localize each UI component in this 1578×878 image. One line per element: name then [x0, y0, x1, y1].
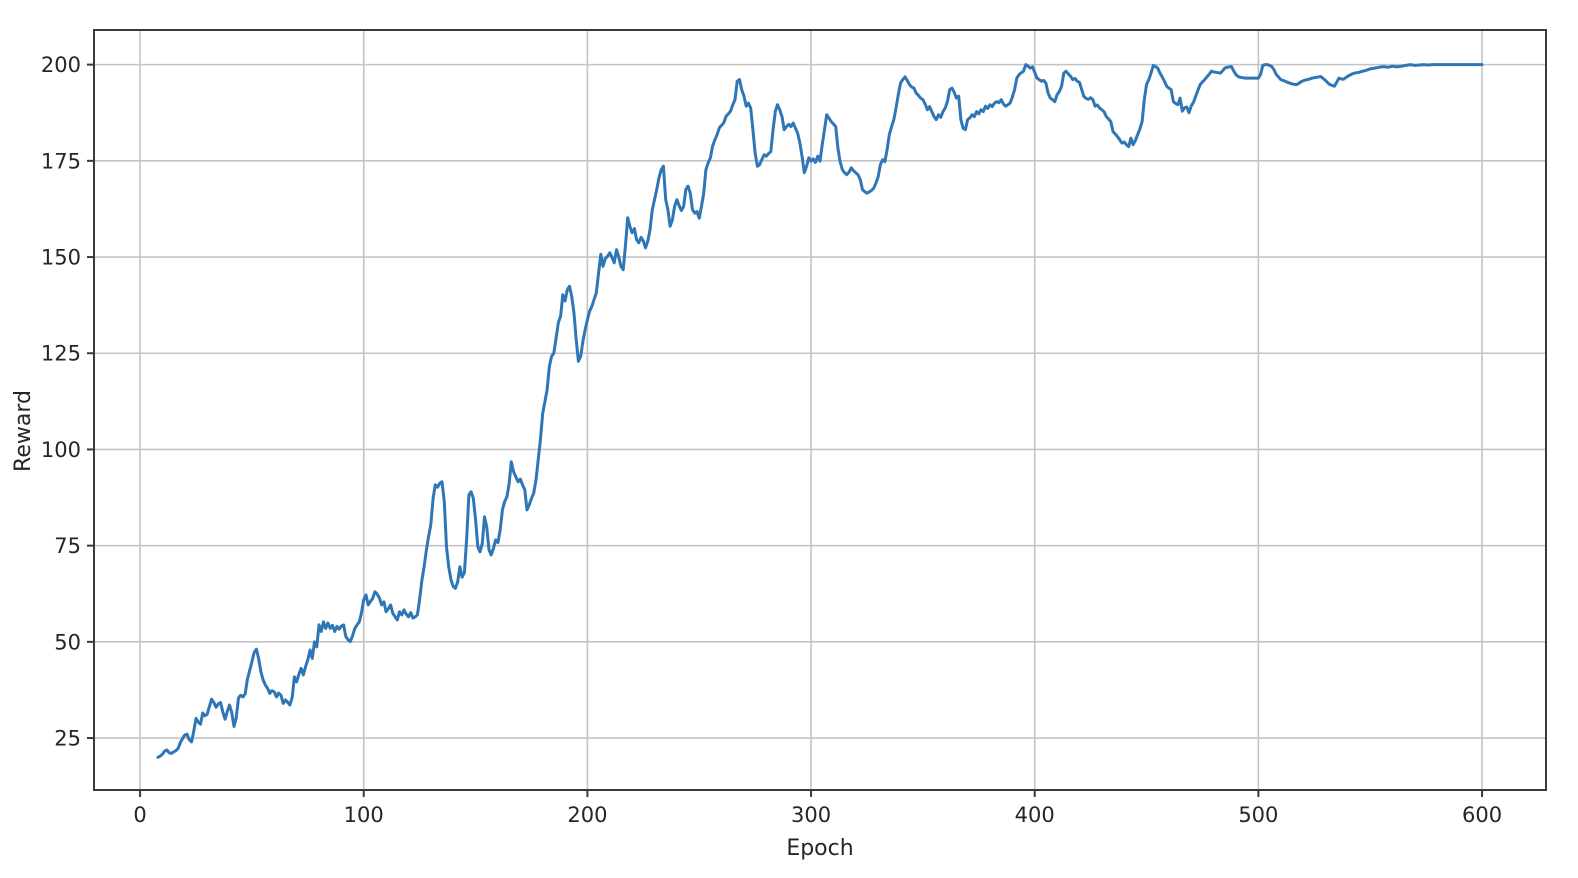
x-tick-label: 600	[1462, 803, 1502, 827]
y-tick-label: 50	[54, 630, 81, 654]
x-tick-label: 100	[344, 803, 384, 827]
x-tick-label: 300	[791, 803, 831, 827]
y-tick-label: 150	[41, 246, 81, 270]
reward-curve	[156, 63, 1484, 759]
x-tick-label: 400	[1015, 803, 1055, 827]
y-tick-label: 175	[41, 149, 81, 173]
x-tick-label: 0	[133, 803, 146, 827]
y-tick-label: 125	[41, 342, 81, 366]
plot-area	[94, 30, 1546, 790]
y-tick-label: 100	[41, 438, 81, 462]
x-tick-label: 500	[1238, 803, 1278, 827]
x-tick-label: 200	[567, 803, 607, 827]
x-axis-label: Epoch	[786, 836, 853, 861]
y-axis-label: Reward	[11, 390, 36, 472]
y-tick-label: 200	[41, 53, 81, 77]
y-tick-label: 25	[54, 727, 81, 751]
axes-spines	[93, 29, 1547, 791]
y-tick-label: 75	[54, 534, 81, 558]
